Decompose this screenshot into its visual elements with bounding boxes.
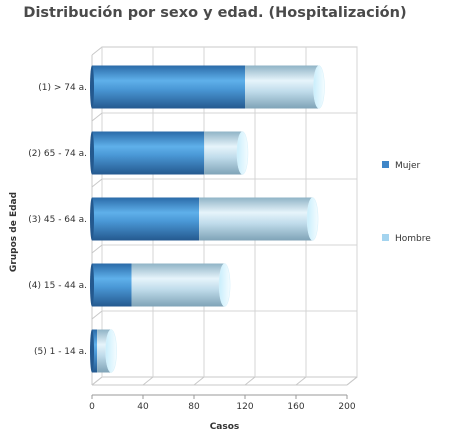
legend-swatch-hombre (382, 234, 389, 241)
floor-grid-line (346, 376, 358, 386)
bar-hombre (204, 131, 243, 175)
bar-end-cap (306, 197, 319, 241)
bar-mujer (92, 263, 132, 307)
bars (90, 65, 325, 373)
bar-end-cap (313, 65, 325, 109)
legend-swatch-mujer (382, 161, 389, 168)
chart-title: Distribución por sexo y edad. (Hospitali… (23, 5, 407, 21)
floor-grid-line (295, 376, 307, 386)
bar-base-cap (90, 131, 94, 175)
y-axis-title: Grupos de Edad (9, 192, 19, 272)
band-edge (91, 178, 103, 188)
legend-label-hombre: Hombre (395, 234, 431, 244)
x-tick-label: 0 (89, 402, 95, 412)
bar-mujer (92, 329, 98, 373)
y-tick-label: (2) 65 - 74 a. (28, 149, 87, 159)
band-edge (91, 112, 103, 122)
x-tick-label: 160 (287, 402, 304, 412)
bar-base-cap (90, 329, 94, 373)
band-edge (91, 244, 103, 254)
y-tick-label: (3) 45 - 64 a. (28, 215, 87, 225)
floor-grid-line (91, 376, 103, 386)
y-tick-label: (5) 1 - 14 a. (34, 347, 87, 357)
bar-end-cap (105, 329, 117, 373)
legend-label-mujer: Mujer (395, 161, 421, 171)
bar-mujer (92, 65, 245, 109)
x-axis-title: Casos (210, 422, 240, 432)
bar-mujer (92, 197, 200, 241)
band-edge (91, 310, 103, 320)
axes: 0 40 80 120 160 200 Casos Grupos de Edad (1) > 7… (9, 83, 356, 432)
bar-mujer (92, 131, 205, 175)
bar-base-cap (90, 197, 94, 241)
floor-grid-line (244, 376, 256, 386)
bar-end-cap (236, 131, 249, 175)
x-tick-label: 80 (188, 402, 200, 412)
bar-hombre (199, 197, 313, 241)
bar-end-cap (218, 263, 231, 307)
bar-base-cap (90, 65, 94, 109)
wall-edge (91, 46, 103, 56)
floor-grid-line (142, 376, 154, 386)
x-tick-label: 200 (338, 402, 355, 412)
legend: Mujer Hombre (382, 161, 431, 244)
bar-hombre (131, 263, 225, 307)
bar-base-cap (90, 263, 94, 307)
x-tick-label: 40 (137, 402, 149, 412)
y-tick-label: (1) > 74 a. (38, 83, 87, 93)
floor-grid-line (193, 376, 205, 386)
y-tick-label: (4) 15 - 44 a. (28, 281, 87, 291)
x-tick-label: 120 (236, 402, 253, 412)
bar-hombre (245, 65, 319, 109)
